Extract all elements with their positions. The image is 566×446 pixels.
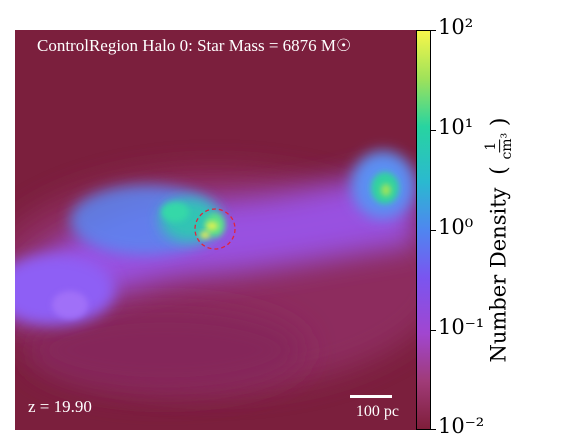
colorbar-tick-label: 10²	[438, 15, 474, 39]
halo-marker-circle	[194, 208, 236, 250]
density-map	[15, 30, 416, 430]
density-projection-image: ControlRegion Halo 0: Star Mass = 6876 M…	[15, 30, 416, 430]
scale-bar-label: 100 pc	[355, 403, 399, 420]
colorbar-label-text: Number Density	[486, 187, 511, 363]
colorbar-tick	[431, 230, 436, 231]
scale-bar	[350, 395, 392, 398]
colorbar-tick-label: 10⁻¹	[438, 315, 485, 339]
colorbar	[416, 30, 431, 430]
plot-title: ControlRegion Halo 0: Star Mass = 6876 M…	[37, 36, 352, 55]
colorbar-tick	[431, 429, 436, 430]
redshift-label: z = 19.90	[28, 397, 92, 416]
colorbar-unit-denominator: cm³	[499, 132, 516, 160]
colorbar-tick-label: 10¹	[438, 115, 474, 139]
colorbar-tick-label: 10⁰	[438, 215, 474, 239]
colorbar-tick	[431, 130, 436, 131]
colorbar-label: Number Density ( 1 cm³ )	[483, 117, 516, 363]
colorbar-tick	[431, 30, 436, 31]
colorbar-tick	[431, 330, 436, 331]
colorbar-unit-numerator: 1	[483, 139, 501, 153]
colorbar-tick-label: 10⁻²	[438, 414, 485, 438]
